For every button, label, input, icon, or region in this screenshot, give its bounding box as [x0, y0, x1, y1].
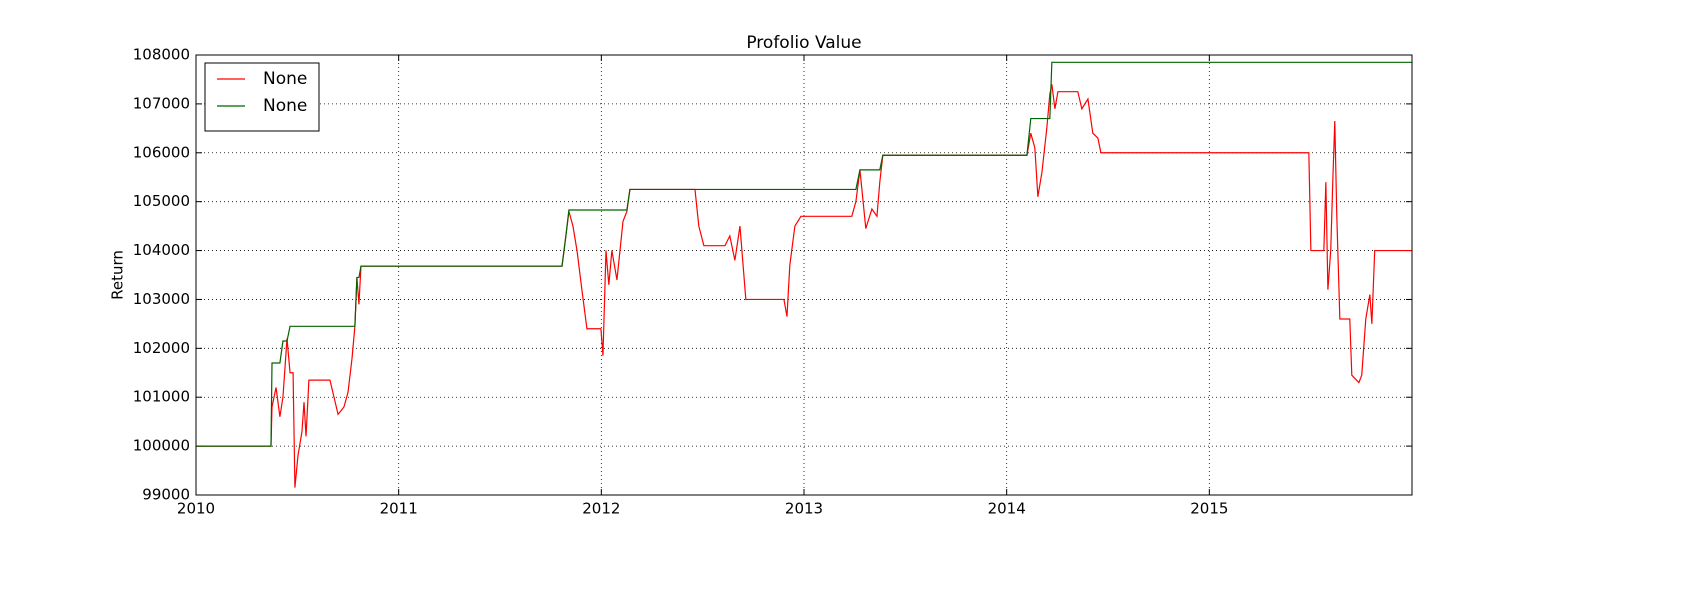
legend-label: None	[263, 96, 307, 116]
y-tick-label: 100000	[133, 437, 190, 455]
x-tick-label: 2011	[380, 500, 418, 518]
y-tick-label: 102000	[133, 339, 190, 357]
y-tick-label: 104000	[133, 241, 190, 259]
y-tick-label: 103000	[133, 290, 190, 308]
legend-box	[204, 62, 320, 132]
x-tick-label: 2012	[582, 500, 620, 518]
y-tick-label: 107000	[133, 94, 190, 112]
y-tick-label: 99000	[142, 486, 190, 504]
y-tick-label: 105000	[133, 192, 190, 210]
plot-frame	[195, 54, 1413, 496]
y-tick-label: 101000	[133, 388, 190, 406]
x-tick-label: 2013	[785, 500, 823, 518]
y-axis-label: Return	[109, 250, 127, 300]
y-tick-label: 108000	[133, 46, 190, 64]
data-line	[196, 61, 1412, 447]
y-tick-label: 106000	[133, 143, 190, 161]
chart-title: Profolio Value	[746, 33, 861, 53]
x-tick-label: 2015	[1190, 500, 1228, 518]
data-line	[196, 84, 1412, 488]
legend-label: None	[263, 69, 307, 89]
x-tick-label: 2014	[988, 500, 1026, 518]
x-tick-label: 2010	[177, 500, 215, 518]
